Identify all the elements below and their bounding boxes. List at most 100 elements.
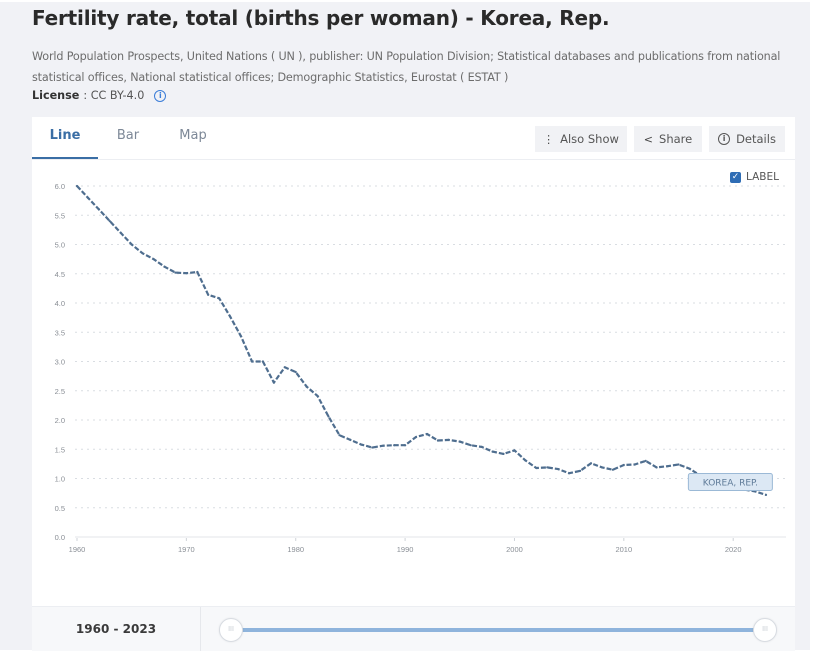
data-point[interactable]: [600, 466, 604, 469]
x-tick-label: 1990: [397, 545, 414, 554]
data-point[interactable]: [130, 243, 133, 246]
y-axis-ticks: 0.0 0.5 1.0 1.5 2.0 2.5 3.0 3.5 4.0 4.5 5.0 5.5 6.0: [55, 182, 65, 542]
data-point[interactable]: [349, 438, 352, 441]
data-point[interactable]: [97, 208, 100, 211]
data-point[interactable]: [207, 293, 210, 296]
data-point[interactable]: [491, 450, 494, 453]
data-point[interactable]: [404, 444, 407, 447]
y-tick-label: 2.0: [55, 416, 65, 425]
data-point[interactable]: [108, 220, 111, 223]
data-point[interactable]: [447, 438, 450, 441]
range-slider-track[interactable]: [242, 628, 754, 632]
data-point[interactable]: [360, 443, 363, 446]
also-show-label: Also Show: [560, 132, 619, 146]
data-point[interactable]: [239, 335, 243, 338]
data-point[interactable]: [764, 493, 768, 496]
data-point[interactable]: [86, 196, 89, 199]
y-tick-label: 3.0: [55, 358, 65, 367]
range-handle-start[interactable]: III: [219, 618, 243, 642]
data-point[interactable]: [119, 231, 122, 234]
data-point[interactable]: [480, 445, 483, 448]
data-point[interactable]: [655, 466, 658, 469]
y-tick-label: 3.5: [55, 328, 65, 337]
data-point[interactable]: [535, 466, 538, 470]
time-range-footer: 1960 - 2023 III III: [32, 606, 795, 651]
data-point[interactable]: [688, 467, 691, 470]
y-tick-label: 2.5: [55, 387, 65, 396]
data-point[interactable]: [579, 469, 582, 472]
data-point[interactable]: [75, 184, 79, 188]
data-point[interactable]: [393, 444, 396, 447]
data-point[interactable]: [458, 440, 461, 443]
data-point[interactable]: [425, 432, 429, 436]
data-point[interactable]: [152, 258, 155, 261]
series-label-box[interactable]: KOREA, REP.: [687, 473, 773, 491]
data-point[interactable]: [677, 463, 680, 466]
tab-map[interactable]: Map: [179, 128, 207, 143]
data-point[interactable]: [305, 385, 308, 388]
info-circle-icon: i: [718, 133, 731, 145]
more-vertical-icon: ⋮: [543, 132, 555, 146]
data-point[interactable]: [546, 466, 549, 469]
data-point[interactable]: [371, 446, 374, 449]
data-point[interactable]: [568, 472, 571, 475]
data-point[interactable]: [338, 434, 341, 437]
share-label: Share: [659, 132, 693, 146]
y-tick-label: 0.0: [55, 533, 65, 542]
data-point[interactable]: [382, 444, 385, 447]
y-tick-label: 5.0: [55, 241, 65, 250]
x-tick-label: 2000: [506, 545, 523, 554]
data-point[interactable]: [666, 465, 669, 468]
x-tick-label: 2010: [615, 545, 632, 554]
gridlines: [75, 185, 786, 538]
series-line-korea: [76, 185, 767, 496]
data-point[interactable]: [261, 360, 264, 363]
data-point[interactable]: [250, 360, 254, 363]
data-point[interactable]: [163, 265, 166, 268]
details-button[interactable]: i Details: [709, 126, 785, 152]
data-point[interactable]: [469, 444, 472, 447]
data-point[interactable]: [611, 468, 615, 471]
series-label-rect: [687, 473, 773, 491]
data-point[interactable]: [316, 394, 319, 398]
y-tick-label: 1.0: [55, 475, 65, 484]
data-point[interactable]: [283, 366, 286, 369]
data-point[interactable]: [272, 381, 275, 384]
y-tick-label: 1.5: [55, 445, 65, 454]
y-tick-label: 5.5: [55, 211, 65, 220]
range-handle-end[interactable]: III: [753, 618, 777, 642]
y-tick-label: 6.0: [55, 182, 65, 191]
data-point[interactable]: [196, 270, 199, 274]
label-toggle-text: LABEL: [746, 171, 779, 183]
data-point[interactable]: [436, 439, 439, 442]
data-point[interactable]: [218, 297, 221, 300]
data-point[interactable]: [589, 462, 593, 465]
tab-bar[interactable]: Bar: [116, 128, 140, 143]
data-point[interactable]: [644, 459, 647, 462]
data-point[interactable]: [622, 463, 625, 467]
data-point[interactable]: [502, 452, 505, 455]
line-chart: 0.00.51.01.52.02.53.03.54.04.55.05.56.0 …: [55, 182, 786, 554]
label-toggle[interactable]: ✓ LABEL: [730, 171, 779, 183]
chart-tabs: Line Bar Map ⋮ Also Show < Share i Detai…: [32, 117, 795, 160]
data-point[interactable]: [185, 272, 188, 275]
tab-line[interactable]: Line: [32, 117, 98, 159]
y-tick-label: 0.5: [55, 504, 65, 513]
data-point[interactable]: [229, 315, 232, 318]
license-value: : CC BY-4.0: [83, 89, 145, 102]
data-point[interactable]: [524, 459, 527, 462]
data-point[interactable]: [327, 415, 330, 418]
info-icon[interactable]: i: [154, 89, 167, 102]
data-point[interactable]: [174, 271, 177, 274]
data-point[interactable]: [294, 370, 297, 374]
data-point[interactable]: [633, 463, 636, 466]
also-show-button[interactable]: ⋮ Also Show: [535, 126, 627, 152]
data-point[interactable]: [557, 468, 560, 471]
data-point[interactable]: [513, 449, 516, 452]
data-point[interactable]: [141, 252, 144, 255]
label-checkbox[interactable]: ✓: [730, 171, 741, 183]
x-tick-label: 1980: [287, 545, 304, 554]
data-point[interactable]: [414, 435, 418, 439]
y-tick-label: 4.0: [55, 299, 65, 308]
share-button[interactable]: < Share: [634, 126, 702, 152]
